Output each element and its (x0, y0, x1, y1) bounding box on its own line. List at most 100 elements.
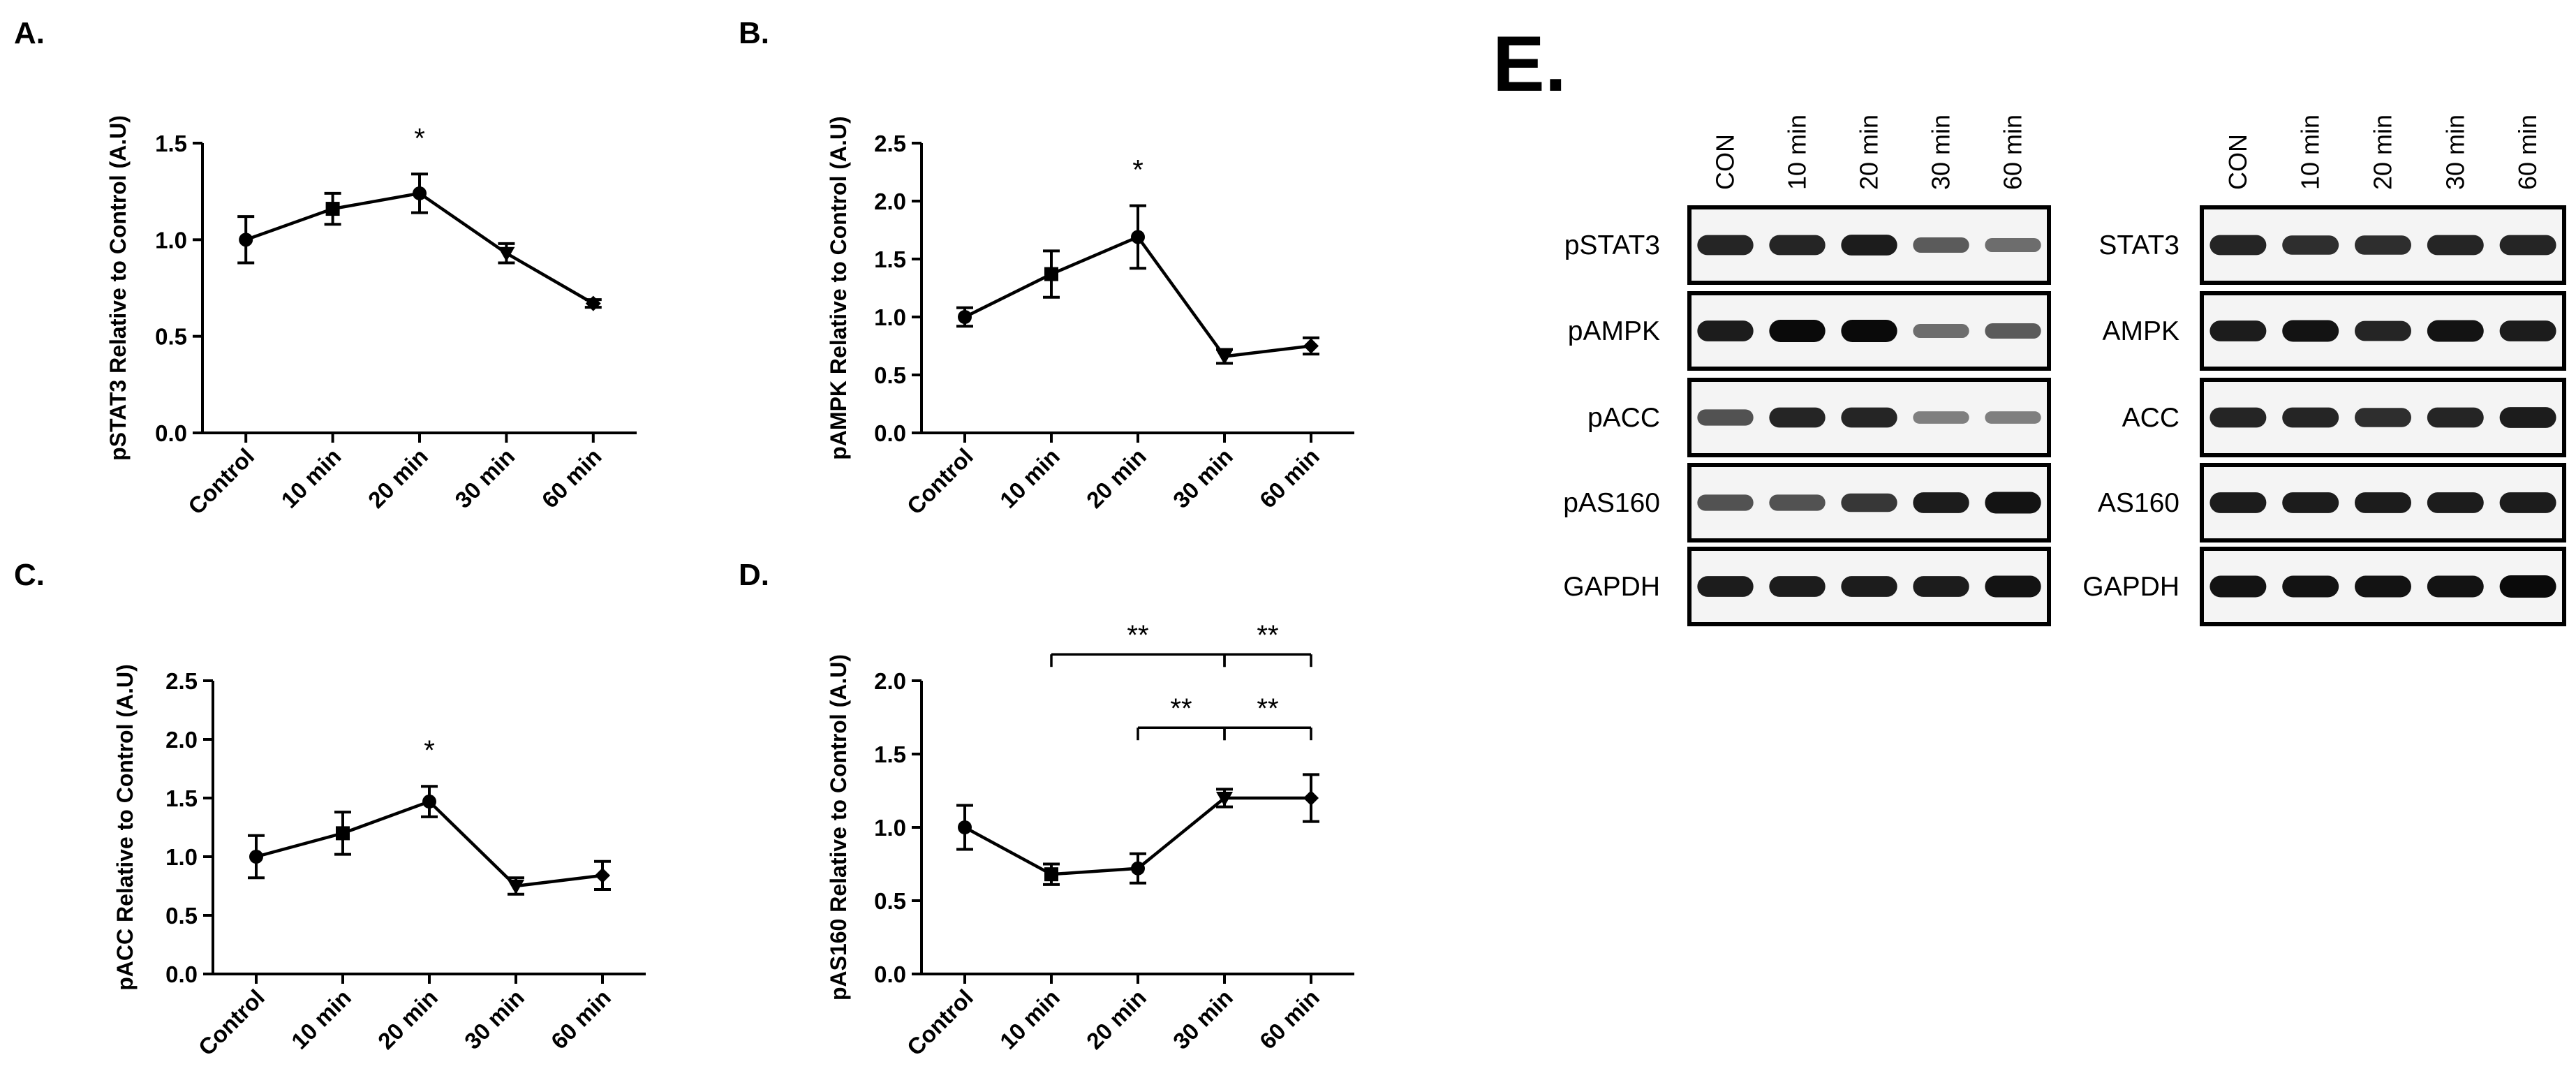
x-tick-label: 20 min (363, 443, 433, 513)
blot-row: GAPDH (1563, 547, 2051, 626)
blot-row: pAMPK (1568, 291, 2051, 371)
data-point (239, 232, 253, 247)
blot-row-label: AS160 (2098, 488, 2179, 518)
y-tick-label: 1.0 (165, 844, 198, 870)
protein-band (2499, 575, 2556, 598)
protein-band (1841, 576, 1897, 597)
x-tick-label: 10 min (995, 984, 1065, 1054)
blot-row-label: pACC (1587, 403, 1660, 433)
lane-label: 10 min (1783, 115, 1812, 190)
protein-band (2355, 492, 2411, 513)
protein-band (1697, 235, 1754, 256)
protein-band (1841, 407, 1897, 428)
panel-letter-e: E. (1493, 20, 1567, 108)
protein-band (1697, 409, 1754, 426)
lane-label: 30 min (2441, 115, 2469, 190)
y-axis-label: pAMPK Relative to Control (A.U) (826, 116, 851, 459)
data-point (1131, 861, 1145, 876)
protein-band (1697, 494, 1754, 511)
data-point (958, 310, 972, 324)
panel-letter-c: C. (14, 558, 45, 592)
protein-band (2282, 407, 2339, 428)
x-tick-label: 30 min (450, 443, 519, 513)
protein-band (1913, 411, 1969, 424)
x-tick-label: Control (193, 984, 269, 1061)
data-point (249, 850, 263, 864)
data-point (1216, 792, 1233, 806)
data-point (336, 826, 350, 841)
protein-band (1985, 323, 2041, 339)
x-tick-label: 10 min (276, 443, 346, 513)
chart-panel-c: 0.0 0.5 1.0 1.5 2.0 2.5 Control 10 min 20 min 30 … (112, 664, 646, 1061)
blot-row: AS160 (2098, 463, 2566, 542)
blot-row-label: pAS160 (1563, 488, 1660, 518)
protein-band (2427, 320, 2484, 342)
data-point (1303, 338, 1319, 354)
protein-band (2355, 320, 2411, 341)
protein-band (1769, 576, 1826, 597)
y-tick-label: 2.0 (874, 668, 906, 694)
data-point (1216, 350, 1233, 365)
protein-band (2355, 575, 2411, 598)
x-tick-label: 10 min (995, 443, 1065, 513)
x-tick-label: 10 min (286, 984, 356, 1054)
data-point (508, 880, 524, 894)
protein-band (1913, 237, 1969, 253)
y-tick-label: 2.5 (165, 668, 198, 694)
y-tick-label: 1.0 (874, 304, 906, 330)
blot-row: GAPDH (2082, 547, 2566, 626)
y-tick-label: 2.0 (874, 189, 906, 214)
protein-band (2282, 575, 2339, 598)
blot-row: AMPK (2102, 291, 2566, 371)
x-tick-label: 20 min (1081, 984, 1151, 1054)
y-tick-label: 0.0 (165, 961, 198, 987)
lane-label: CON (1711, 134, 1740, 190)
data-point (1044, 267, 1058, 281)
protein-band (2427, 492, 2484, 513)
bracket-label: ** (1127, 620, 1148, 651)
y-axis-label: pACC Relative to Control (A.U) (112, 664, 138, 991)
bracket-label: ** (1257, 693, 1278, 724)
x-tick-label: 30 min (1168, 984, 1238, 1054)
blot-row-label: pAMPK (1568, 316, 1660, 346)
lane-label: CON (2223, 134, 2252, 190)
y-tick-label: 0.0 (874, 420, 906, 446)
protein-band (1697, 576, 1754, 597)
chart-panel-b: 0.0 0.5 1.0 1.5 2.0 2.5 Control 10 min 20 min 30 … (826, 116, 1354, 519)
blot-row-label: ACC (2122, 403, 2179, 433)
protein-band (2427, 575, 2484, 598)
x-tick-label: 20 min (373, 984, 443, 1054)
significance-marker: * (424, 735, 435, 766)
blot-row-label: GAPDH (2082, 572, 2179, 602)
lane-label: 10 min (2296, 115, 2325, 190)
y-tick-label: 0.5 (165, 903, 198, 929)
protein-band (2209, 235, 2267, 256)
data-point (1131, 230, 1145, 244)
protein-band (1841, 493, 1897, 512)
y-tick-label: 1.5 (155, 131, 187, 156)
bracket-label: ** (1257, 620, 1278, 651)
protein-band (1913, 576, 1969, 597)
panel-letter-a: A. (14, 16, 45, 50)
protein-band (1769, 494, 1826, 511)
protein-band (2355, 235, 2411, 255)
significance-marker: * (1132, 155, 1143, 186)
protein-band (1985, 411, 2041, 424)
lane-label: 60 min (1999, 115, 2027, 190)
blot-row-label: GAPDH (1563, 572, 1660, 602)
protein-band (1841, 320, 1897, 342)
y-tick-label: 0.5 (155, 324, 187, 350)
blot-row: pACC (1587, 378, 2051, 457)
lane-label: 20 min (2369, 115, 2397, 190)
western-blot-phospho: CON 10 min 20 min 30 min 60 min pSTAT3 pAMPK pA… (1563, 115, 2051, 626)
protein-band (1985, 238, 2041, 252)
data-point (595, 867, 610, 883)
protein-band (1769, 407, 1826, 428)
protein-band (2209, 575, 2267, 598)
panel-letter-b: B. (739, 16, 769, 50)
data-point (413, 186, 427, 200)
y-tick-label: 1.0 (874, 815, 906, 841)
lane-label: 30 min (1927, 115, 1955, 190)
y-tick-label: 0.5 (874, 362, 906, 388)
